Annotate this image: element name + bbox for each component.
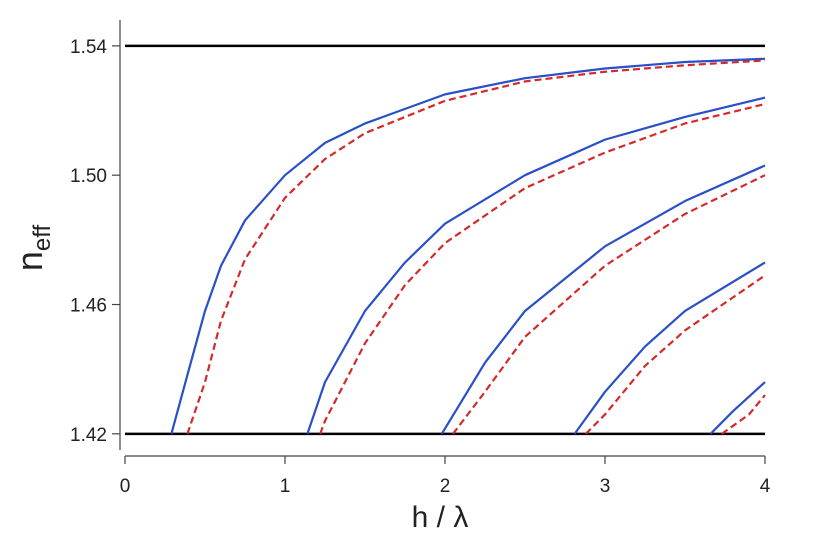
dashed-line bbox=[721, 394, 766, 435]
y-axis-label-main: n bbox=[9, 251, 50, 271]
dashed-line bbox=[319, 102, 766, 435]
y-axis-label: neff bbox=[9, 225, 56, 272]
x-tick-label: 3 bbox=[600, 476, 611, 497]
x-axis-label: h / λ bbox=[412, 501, 469, 534]
y-tick-label: 1.42 bbox=[70, 425, 107, 446]
x-tick-label: 2 bbox=[440, 476, 451, 497]
dashed-line bbox=[585, 274, 766, 435]
x-tick-label: 0 bbox=[120, 476, 131, 497]
solid-line bbox=[306, 96, 766, 435]
y-axis-label-subscript: eff bbox=[29, 225, 56, 252]
solid-line bbox=[573, 261, 766, 435]
x-tick-label: 4 bbox=[760, 476, 771, 497]
y-tick-label: 1.54 bbox=[70, 37, 107, 58]
x-tick-label: 1 bbox=[280, 476, 291, 497]
solid-line bbox=[440, 164, 766, 435]
solid-line bbox=[709, 381, 766, 435]
dashed-line bbox=[186, 59, 766, 435]
dashed-line bbox=[452, 174, 766, 435]
y-tick-label: 1.50 bbox=[70, 166, 107, 187]
solid-line bbox=[170, 57, 766, 435]
y-tick-label: 1.46 bbox=[70, 296, 107, 317]
